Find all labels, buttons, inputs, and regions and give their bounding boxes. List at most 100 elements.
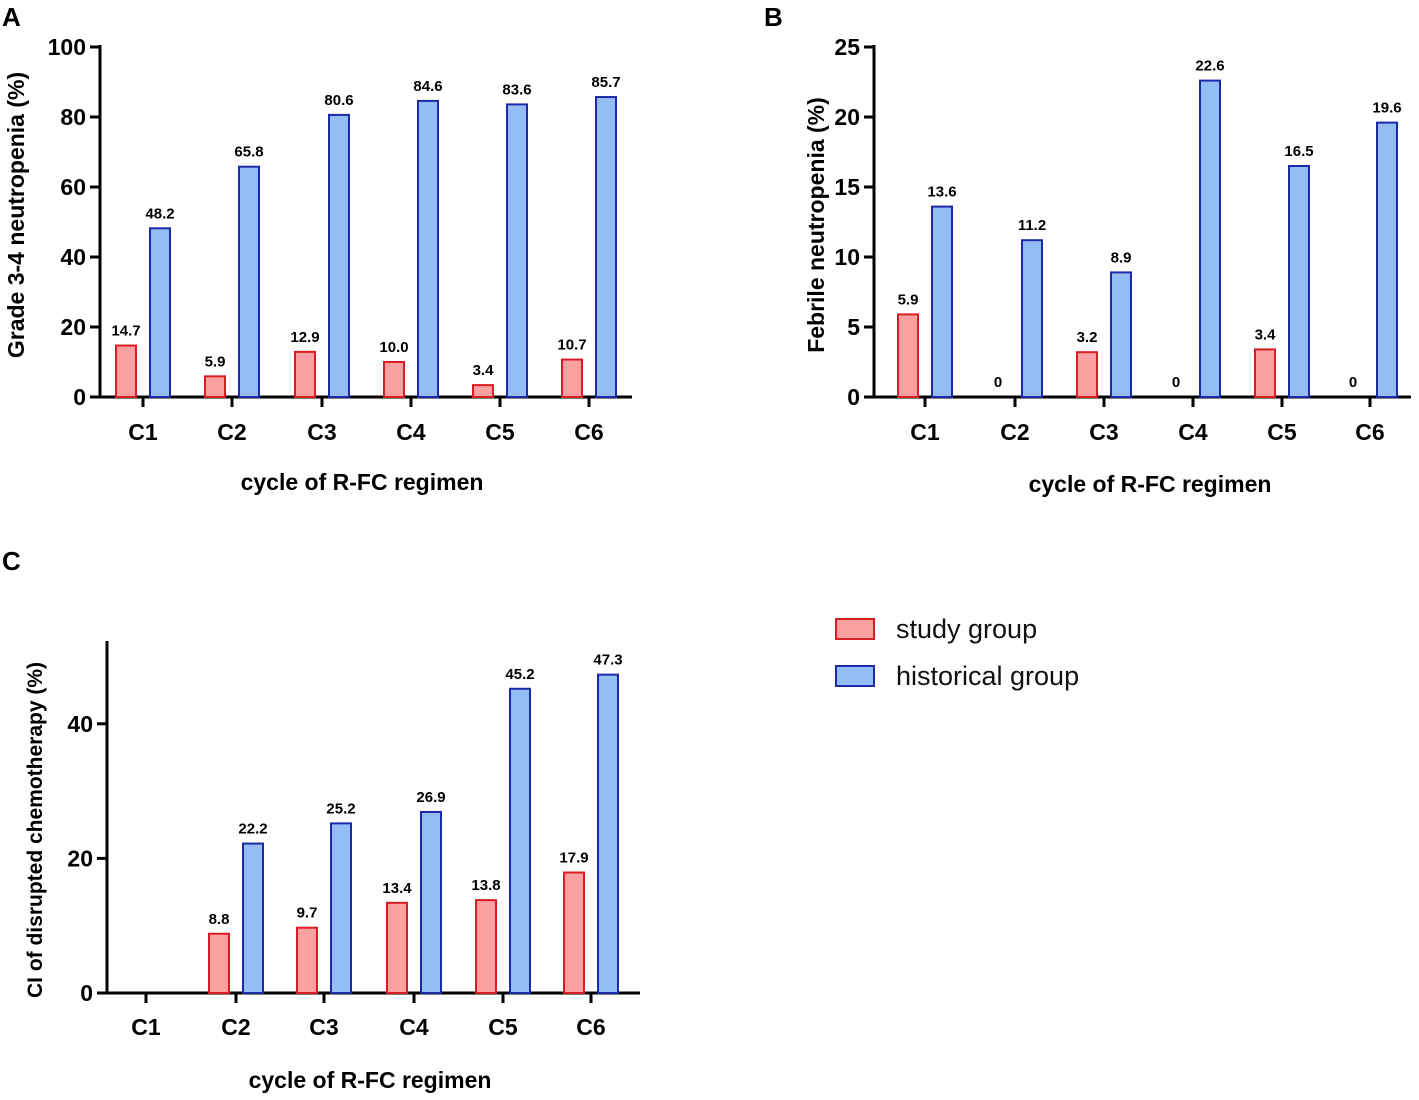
historical-bar [330, 822, 352, 995]
study-value-label: 3.4 [473, 362, 495, 379]
study-value-label: 0 [1172, 374, 1180, 391]
study-bar [294, 350, 316, 399]
x-tick-label: C6 [576, 1014, 605, 1040]
historical-value-label: 13.6 [927, 184, 956, 201]
x-tick-label: C3 [1089, 419, 1118, 445]
historical-value-label: 48.2 [145, 205, 174, 222]
study-bar [563, 871, 585, 994]
study-bar [204, 375, 226, 399]
study-value-label: 12.9 [290, 329, 319, 346]
x-tick-label: C2 [1000, 419, 1029, 445]
study-value-label: 14.7 [111, 323, 140, 340]
study-bar [897, 313, 919, 398]
x-tick-label: C2 [221, 1014, 250, 1040]
x-tick-label: C3 [307, 419, 336, 445]
study-bar [1076, 351, 1098, 399]
x-tick-label: C4 [399, 1014, 429, 1040]
historical-value-label: 25.2 [326, 800, 355, 817]
historical-bar [1110, 271, 1132, 398]
historical-value-label: 11.2 [1018, 217, 1046, 234]
panel-a-chart: A 0 20 40 60 80 100 C1 14.7 48.2 C2 5.9 65.8 C3 12.9 80… [2, 2, 632, 495]
historical-bar [149, 227, 171, 398]
study-value-label: 3.2 [1077, 329, 1098, 346]
study-value-label: 9.7 [297, 905, 318, 922]
x-tick-label: C6 [1355, 419, 1384, 445]
historical-bar [1021, 239, 1043, 398]
y-tick-label: 10 [834, 244, 860, 270]
x-tick-label: C6 [574, 419, 603, 445]
x-tick-label: C1 [910, 419, 940, 445]
historical-bar [1376, 121, 1398, 398]
legend-study-swatch [835, 618, 875, 640]
study-value-label: 13.8 [471, 877, 500, 894]
y-tick-label: 0 [80, 980, 93, 1006]
historical-value-label: 45.2 [505, 666, 534, 683]
study-value-label: 10.0 [379, 339, 408, 356]
historical-bar [1288, 165, 1310, 398]
historical-value-label: 65.8 [234, 144, 263, 161]
y-tick-label: 100 [48, 34, 86, 60]
historical-value-label: 84.6 [413, 78, 442, 95]
historical-bar [238, 165, 260, 398]
study-bar [296, 926, 318, 995]
y-tick-label: 20 [834, 104, 860, 130]
x-tick-label: C4 [1178, 419, 1208, 445]
historical-value-label: 80.6 [324, 92, 353, 109]
legend-historical-label: historical group [896, 661, 1079, 691]
x-tick-label: C2 [217, 419, 246, 445]
y-tick-label: 0 [847, 384, 860, 410]
y-tick-label: 0 [73, 384, 86, 410]
panel-letter: A [2, 2, 21, 32]
historical-value-label: 22.2 [238, 821, 267, 838]
panel-letter: B [764, 2, 783, 32]
study-value-label: 5.9 [205, 353, 226, 370]
study-value-label: 5.9 [898, 291, 919, 308]
study-bar [1254, 348, 1276, 398]
study-bar [386, 901, 408, 994]
y-tick-label: 80 [60, 104, 86, 130]
panel-b-chart: B 0 5 10 15 20 25 C1 5.9 13.6 C2 0 11.2 C3 3.2 8.9 C4 0 22… [764, 2, 1411, 497]
legend-study-label: study group [896, 614, 1037, 644]
study-value-label: 8.8 [209, 911, 230, 928]
study-bar [472, 384, 494, 399]
y-axis-title: Grade 3-4 neutropenia (%) [3, 72, 29, 358]
y-tick-label: 5 [847, 314, 860, 340]
historical-value-label: 16.5 [1284, 143, 1313, 160]
study-bar [475, 899, 497, 994]
y-tick-label: 40 [67, 711, 93, 737]
x-tick-label: C5 [1267, 419, 1297, 445]
historical-bar [509, 687, 531, 994]
historical-bar [417, 99, 439, 399]
historical-bar [242, 842, 264, 994]
historical-value-label: 22.6 [1195, 58, 1224, 75]
y-axis-title: CI of disrupted chemotherapy (%) [24, 662, 47, 998]
y-tick-label: 20 [67, 845, 93, 871]
historical-value-label: 19.6 [1372, 100, 1401, 117]
x-tick-label: C1 [131, 1014, 161, 1040]
historical-bar [506, 103, 528, 399]
study-value-label: 10.7 [557, 337, 586, 354]
study-value-label: 13.4 [382, 880, 412, 897]
historical-value-label: 85.7 [591, 74, 620, 91]
x-axis-title: cycle of R-FC regimen [1029, 471, 1272, 497]
x-tick-label: C4 [396, 419, 426, 445]
study-bar [383, 361, 405, 398]
study-value-label: 0 [994, 374, 1002, 391]
historical-value-label: 8.9 [1111, 249, 1132, 266]
study-value-label: 0 [1349, 374, 1357, 391]
y-tick-label: 15 [834, 174, 860, 200]
x-tick-label: C5 [488, 1014, 518, 1040]
x-tick-label: C3 [309, 1014, 338, 1040]
y-tick-label: 20 [60, 314, 86, 340]
historical-bar [328, 113, 350, 399]
panel-letter: C [2, 546, 21, 576]
x-tick-label: C1 [128, 419, 158, 445]
historical-bar [1199, 79, 1221, 398]
y-axis-title: Febrile neutropenia (%) [803, 97, 829, 353]
historical-value-label: 47.3 [593, 652, 622, 669]
y-tick-label: 25 [834, 34, 860, 60]
historical-bar [595, 96, 617, 399]
x-axis-title: cycle of R-FC regimen [241, 469, 484, 495]
historical-value-label: 83.6 [502, 81, 531, 98]
